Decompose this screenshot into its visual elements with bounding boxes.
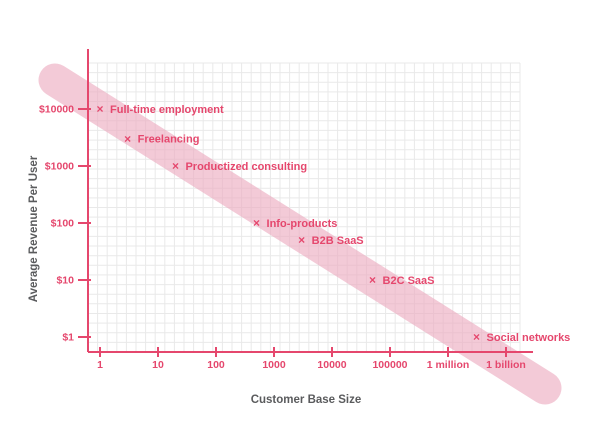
y-axis-title: Average Revenue Per User — [28, 155, 40, 302]
point-label: B2C SaaS — [383, 275, 435, 287]
point-marker: × — [96, 102, 103, 116]
y-tick-label: $10000 — [39, 104, 74, 116]
point-label: Full-time employment — [110, 104, 224, 116]
point-label: B2B SaaS — [312, 235, 364, 247]
y-tick-label: $1000 — [45, 161, 74, 173]
y-tick-label: $100 — [51, 218, 75, 230]
y-tick-label: $10 — [56, 275, 74, 287]
x-tick-label: 1000 — [262, 359, 286, 371]
point-label: Freelancing — [138, 134, 200, 146]
x-axis-title: Customer Base Size — [251, 394, 362, 406]
point-label: Productized consulting — [185, 161, 307, 173]
x-tick-label: 1 — [97, 359, 103, 371]
point-label: Social networks — [487, 332, 571, 344]
point-marker: × — [298, 233, 305, 247]
point-label: Info-products — [267, 218, 338, 230]
x-tick-label: 100000 — [372, 359, 407, 371]
x-tick-label: 100 — [207, 359, 225, 371]
point-marker: × — [253, 216, 260, 230]
x-tick-label: 1 million — [427, 359, 470, 371]
point-marker: × — [172, 159, 179, 173]
point-marker: × — [369, 273, 376, 287]
y-tick-label: $1 — [62, 332, 74, 344]
trend-band — [38, 63, 562, 405]
x-tick-label: 1 billion — [486, 359, 526, 371]
point-marker: × — [473, 330, 480, 344]
x-tick-label: 10000 — [317, 359, 346, 371]
x-tick-label: 10 — [152, 359, 164, 371]
point-marker: × — [124, 132, 131, 146]
